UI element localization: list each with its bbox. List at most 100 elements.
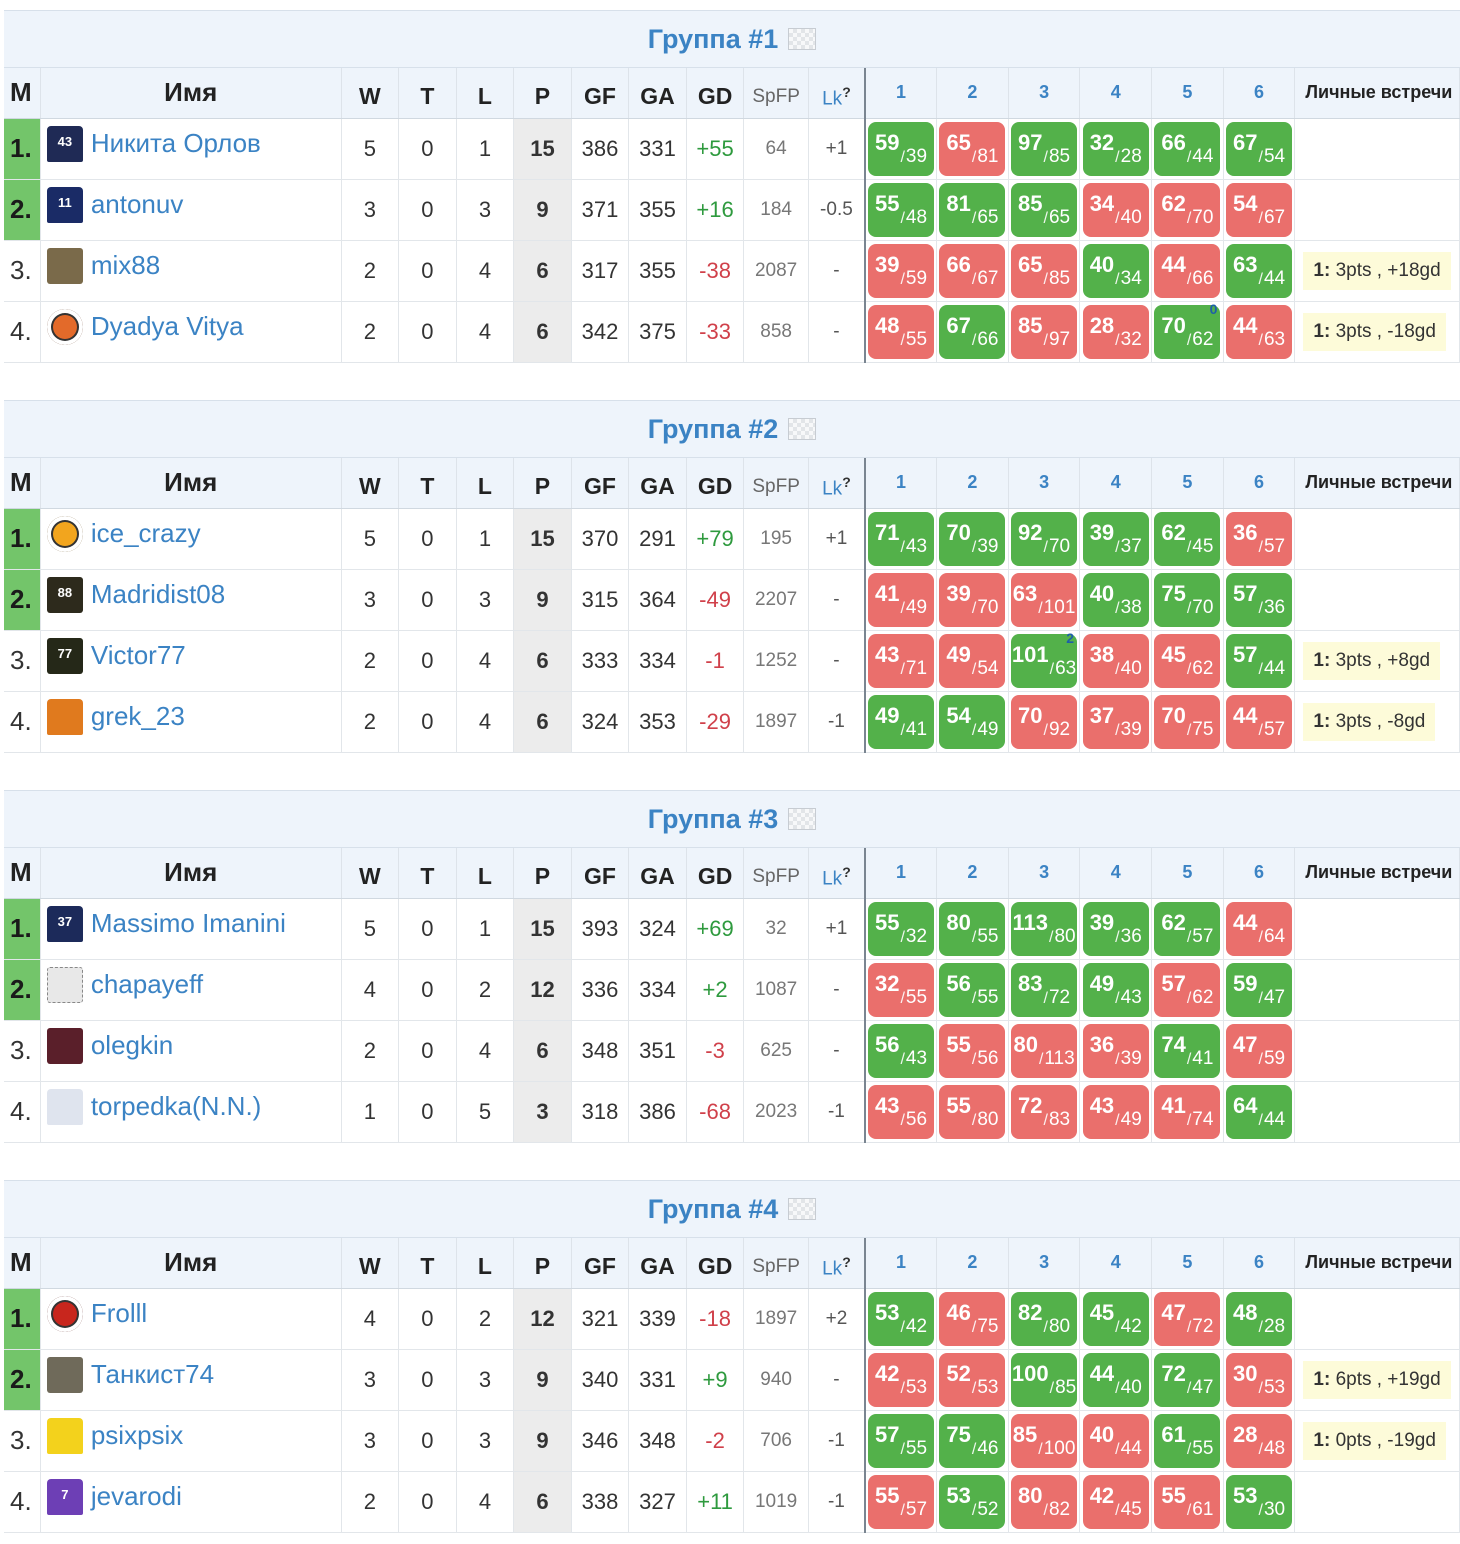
- match-result-win[interactable]: 7570: [1154, 572, 1221, 627]
- match-result-loss[interactable]: 4149: [868, 572, 935, 627]
- avatar[interactable]: [46, 1356, 83, 1393]
- player-name[interactable]: grek_23: [90, 701, 185, 731]
- avatar[interactable]: [46, 1295, 83, 1332]
- col-header-match-2[interactable]: 2: [936, 848, 1009, 899]
- col-header-match-5[interactable]: 5: [1151, 458, 1224, 509]
- match-result-loss[interactable]: 4245: [1082, 1474, 1149, 1529]
- col-header-lk[interactable]: Lk?: [808, 1238, 866, 1289]
- match-result-loss[interactable]: 6581: [939, 121, 1006, 176]
- match-result-loss[interactable]: 3440: [1082, 182, 1149, 237]
- match-result-loss[interactable]: 5467: [1226, 182, 1293, 237]
- player-link[interactable]: Dyadya Vitya: [46, 308, 341, 345]
- avatar[interactable]: [46, 966, 83, 1003]
- match-result-win[interactable]: 4943: [1082, 962, 1149, 1017]
- match-result-win[interactable]: 8165: [939, 182, 1006, 237]
- match-result-win[interactable]: 11380: [1011, 901, 1078, 956]
- match-result-loss[interactable]: 4174: [1154, 1084, 1221, 1139]
- match-result-win[interactable]: 9270: [1011, 511, 1078, 566]
- avatar[interactable]: 77: [46, 637, 83, 674]
- match-result-loss[interactable]: 3255: [868, 962, 935, 1017]
- help-icon[interactable]: ?: [842, 83, 851, 100]
- match-result-win[interactable]: 6155: [1154, 1413, 1221, 1468]
- player-name[interactable]: mix88: [90, 250, 161, 280]
- match-result-loss[interactable]: 7092: [1011, 694, 1078, 749]
- avatar[interactable]: 43: [46, 125, 83, 162]
- col-header-match-3[interactable]: 3: [1008, 458, 1081, 509]
- match-result-win[interactable]: 5342: [868, 1291, 935, 1346]
- match-result-win[interactable]: 3936: [1082, 901, 1149, 956]
- player-name[interactable]: olegkin: [90, 1030, 174, 1060]
- match-result-win[interactable]: 5755: [868, 1413, 935, 1468]
- match-result-loss[interactable]: 5253: [939, 1352, 1006, 1407]
- match-result-loss[interactable]: 4253: [868, 1352, 935, 1407]
- match-result-loss[interactable]: 4371: [868, 633, 935, 688]
- match-result-win[interactable]: 6754: [1226, 121, 1293, 176]
- avatar[interactable]: [46, 247, 83, 284]
- player-link[interactable]: mix88: [46, 247, 341, 284]
- match-result-win[interactable]: 7546: [939, 1413, 1006, 1468]
- match-result-win[interactable]: 3228: [1082, 121, 1149, 176]
- match-result-win[interactable]: 9785: [1011, 121, 1078, 176]
- match-result-loss[interactable]: 5557: [868, 1474, 935, 1529]
- avatar[interactable]: [46, 1417, 83, 1454]
- player-link[interactable]: ice_crazy: [46, 515, 341, 552]
- col-header-match-3[interactable]: 3: [1008, 1238, 1081, 1289]
- match-result-win[interactable]: 6444: [1226, 1084, 1293, 1139]
- match-result-win[interactable]: 6644: [1154, 121, 1221, 176]
- avatar[interactable]: [46, 698, 83, 735]
- avatar[interactable]: 11: [46, 186, 83, 223]
- player-name[interactable]: torpedka(N.N.): [90, 1091, 262, 1121]
- col-header-match-3[interactable]: 3: [1008, 848, 1081, 899]
- match-result-loss[interactable]: 6270: [1154, 182, 1221, 237]
- match-result-win[interactable]: 8565: [1011, 182, 1078, 237]
- match-result-loss[interactable]: 80113: [1011, 1023, 1078, 1078]
- col-header-match-2[interactable]: 2: [936, 1238, 1009, 1289]
- match-result-loss[interactable]: 7283: [1011, 1084, 1078, 1139]
- player-name[interactable]: Танкист74: [90, 1359, 215, 1389]
- match-result-win[interactable]: 5548: [868, 182, 935, 237]
- player-name[interactable]: ice_crazy: [90, 518, 201, 548]
- group-title[interactable]: Группа #4: [647, 1193, 779, 1224]
- col-header-match-1[interactable]: 1: [864, 848, 938, 899]
- match-result-win[interactable]: 6245: [1154, 511, 1221, 566]
- match-result-win[interactable]: 8372: [1011, 962, 1078, 1017]
- player-link[interactable]: 88 Madridist08: [46, 576, 341, 613]
- col-header-match-5[interactable]: 5: [1151, 1238, 1224, 1289]
- match-result-loss[interactable]: 5561: [1154, 1474, 1221, 1529]
- match-result-win[interactable]: 4828: [1226, 1291, 1293, 1346]
- match-result-win[interactable]: 4542: [1082, 1291, 1149, 1346]
- col-header-match-4[interactable]: 4: [1079, 68, 1153, 119]
- player-name[interactable]: jevarodi: [90, 1481, 182, 1511]
- col-header-match-4[interactable]: 4: [1079, 458, 1153, 509]
- match-result-loss[interactable]: 8597: [1011, 304, 1078, 359]
- match-result-loss[interactable]: 3739: [1082, 694, 1149, 749]
- avatar[interactable]: [46, 1027, 83, 1064]
- player-link[interactable]: 7 jevarodi: [46, 1478, 341, 1515]
- col-header-match-2[interactable]: 2: [936, 458, 1009, 509]
- match-result-loss[interactable]: 3053: [1226, 1352, 1293, 1407]
- col-header-match-1[interactable]: 1: [864, 458, 938, 509]
- match-result-win[interactable]: 6344: [1226, 243, 1293, 298]
- match-result-win[interactable]: 7441: [1154, 1023, 1221, 1078]
- avatar[interactable]: [46, 308, 83, 345]
- player-link[interactable]: psixpsix: [46, 1417, 341, 1454]
- col-header-match-1[interactable]: 1: [864, 1238, 938, 1289]
- col-header-match-2[interactable]: 2: [936, 68, 1009, 119]
- match-result-loss[interactable]: 3657: [1226, 511, 1293, 566]
- match-result-loss[interactable]: 4463: [1226, 304, 1293, 359]
- avatar[interactable]: 88: [46, 576, 83, 613]
- player-link[interactable]: 43 Никита Орлов: [46, 125, 341, 162]
- match-result-win[interactable]: 5532: [868, 901, 935, 956]
- match-result-win[interactable]: 6766: [939, 304, 1006, 359]
- player-name[interactable]: Dyadya Vitya: [90, 311, 244, 341]
- col-header-match-5[interactable]: 5: [1151, 68, 1224, 119]
- match-result-loss[interactable]: 7075: [1154, 694, 1221, 749]
- match-result-loss[interactable]: 4044: [1082, 1413, 1149, 1468]
- match-result-loss[interactable]: 6667: [939, 243, 1006, 298]
- group-title[interactable]: Группа #1: [647, 23, 779, 54]
